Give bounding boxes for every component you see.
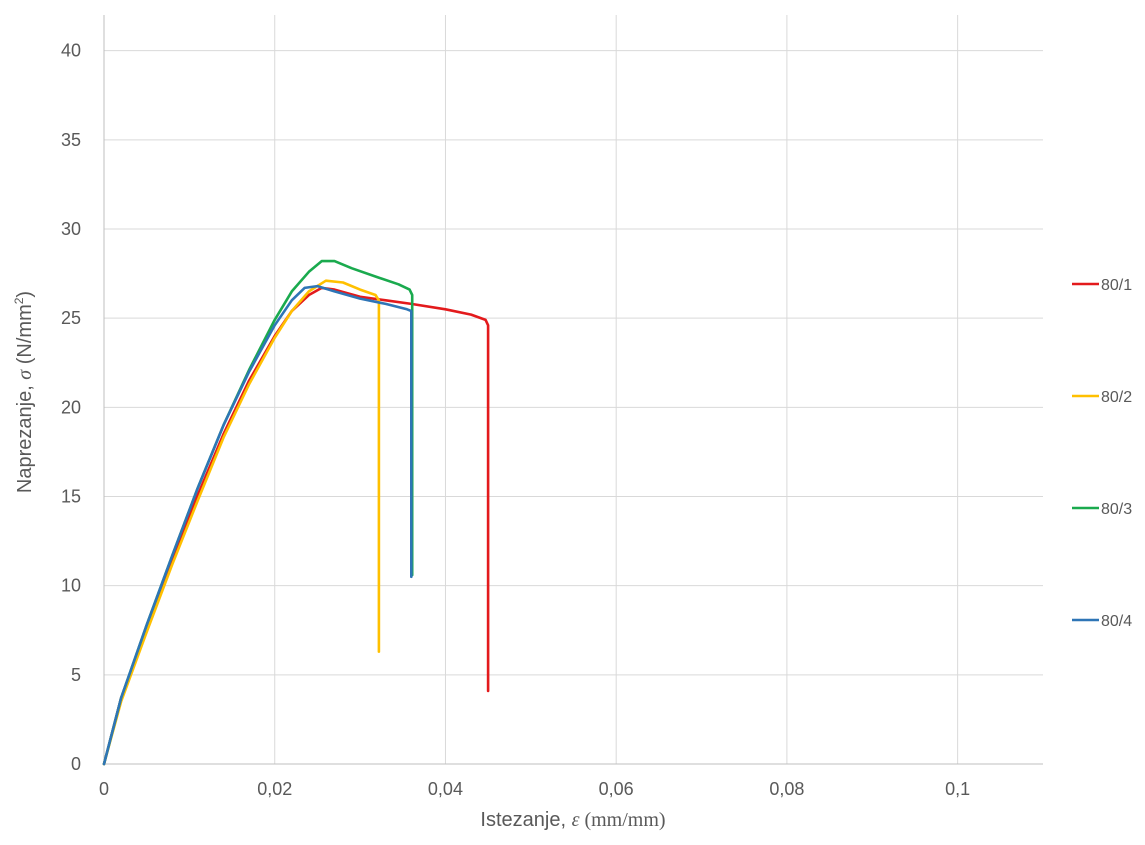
y-tick-label: 0 [71, 754, 81, 774]
y-tick-label: 40 [61, 41, 81, 61]
series-lines [102, 259, 490, 766]
x-tick-label: 0,02 [257, 779, 292, 799]
series-line-80-3 [102, 259, 414, 766]
y-tick-label: 5 [71, 665, 81, 685]
vertical-gridlines [274, 15, 959, 764]
x-tick-labels: 0 0,02 0,04 0,06 0,08 0,1 [99, 779, 970, 799]
x-tick-label: 0,04 [428, 779, 463, 799]
y-tick-label: 35 [61, 130, 81, 150]
y-tick-label: 30 [61, 219, 81, 239]
series-line-80-1 [102, 286, 490, 766]
legend-label: 80/4 [1101, 613, 1132, 630]
y-tick-label: 25 [61, 308, 81, 328]
x-tick-label: 0,1 [945, 779, 970, 799]
y-tick-labels: 0 5 10 15 20 25 30 35 40 [61, 41, 81, 774]
y-tick-label: 20 [61, 397, 81, 417]
legend: 80/1 80/2 80/3 80/4 [1072, 277, 1132, 630]
x-tick-label: 0 [99, 779, 109, 799]
y-axis-title: Naprezanje, σ (N/mm2) [12, 291, 36, 493]
x-tick-label: 0,08 [769, 779, 804, 799]
series-line-80-4 [102, 284, 413, 766]
x-axis-title: Istezanje, ε (mm/mm) [480, 809, 665, 831]
legend-label: 80/1 [1101, 277, 1132, 294]
legend-label: 80/3 [1101, 501, 1132, 518]
y-tick-label: 10 [61, 576, 81, 596]
series-line-80-2 [102, 279, 381, 766]
y-tick-label: 15 [61, 487, 81, 507]
horizontal-gridlines [104, 50, 1043, 676]
legend-label: 80/2 [1101, 389, 1132, 406]
x-tick-label: 0,06 [599, 779, 634, 799]
